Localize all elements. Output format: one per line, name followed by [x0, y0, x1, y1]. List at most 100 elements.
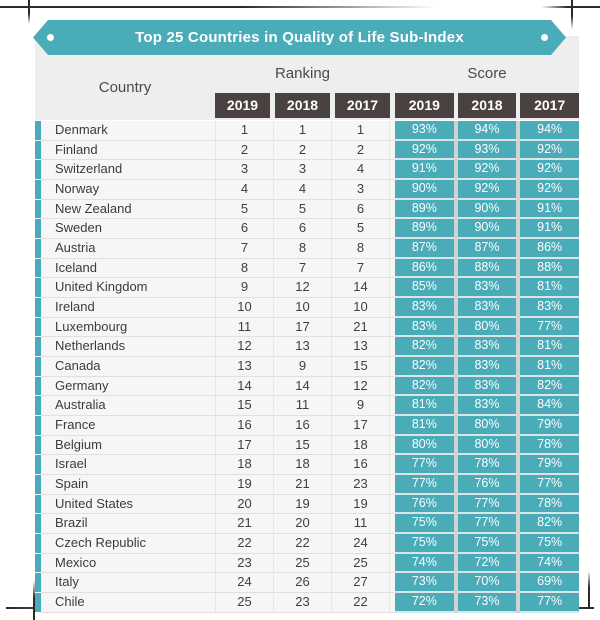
rank-cell: 8	[332, 239, 390, 258]
score-cells: 72% 73% 77%	[395, 593, 580, 613]
score-cell: 81%	[395, 396, 454, 417]
score-cell: 75%	[457, 534, 517, 554]
ranking-cells: 19 21 23	[215, 475, 390, 495]
score-cell: 78%	[520, 435, 580, 456]
rank-cell: 26	[274, 573, 332, 593]
country-cell: Finland	[41, 140, 215, 161]
row-accent-bar	[35, 514, 41, 535]
country-cell: New Zealand	[41, 199, 215, 220]
score-cell: 79%	[520, 416, 580, 436]
score-cell: 83%	[457, 278, 517, 299]
rank-cell: 16	[216, 416, 274, 435]
rank-cell: 13	[332, 337, 390, 357]
score-cell: 75%	[395, 514, 454, 535]
score-cell: 78%	[520, 494, 580, 515]
score-cell: 83%	[457, 396, 517, 417]
table-row: Australia 15 11 9 81% 83% 84%	[35, 396, 580, 417]
score-cell: 91%	[395, 160, 454, 181]
score-cell: 90%	[457, 219, 517, 240]
rank-cell: 9	[274, 357, 332, 376]
ranking-cells: 12 13 13	[215, 337, 390, 358]
ranking-cells: 20 19 19	[215, 494, 390, 515]
score-cell: 87%	[395, 239, 454, 259]
score-cell: 80%	[395, 435, 454, 456]
rank-cell: 12	[332, 376, 390, 396]
country-cell: Italy	[41, 573, 215, 594]
rank-cell: 18	[216, 455, 274, 475]
score-cell: 81%	[520, 278, 580, 299]
rank-cell: 16	[332, 455, 390, 475]
rank-cell: 17	[332, 416, 390, 435]
rank-cell: 21	[274, 475, 332, 494]
year-header-cell: 2019	[395, 93, 454, 118]
rank-cell: 2	[216, 140, 274, 160]
rank-cell: 13	[274, 337, 332, 357]
table-row: New Zealand 5 5 6 89% 90% 91%	[35, 199, 580, 220]
score-cell: 75%	[395, 534, 454, 554]
rank-cell: 25	[274, 553, 332, 573]
rank-score-spacer	[390, 494, 395, 515]
rank-score-spacer	[390, 396, 395, 417]
rank-score-spacer	[390, 534, 395, 554]
rank-score-spacer	[390, 219, 395, 240]
table-row: Chile 25 23 22 72% 73% 77%	[35, 593, 580, 613]
rank-cell: 19	[332, 494, 390, 514]
score-cell: 70%	[457, 573, 517, 594]
rank-score-spacer	[390, 573, 395, 594]
score-cell: 83%	[395, 317, 454, 338]
rank-cell: 8	[274, 239, 332, 258]
country-cell: Australia	[41, 396, 215, 417]
year-header-cell: 2018	[457, 93, 517, 118]
score-cells: 87% 87% 86%	[395, 239, 580, 259]
rank-score-spacer	[390, 593, 395, 613]
rank-cell: 2	[274, 140, 332, 160]
table-row: Iceland 8 7 7 86% 88% 88%	[35, 258, 580, 279]
rank-cell: 25	[332, 553, 390, 573]
score-cell: 77%	[520, 593, 580, 613]
score-cell: 92%	[520, 160, 580, 181]
rank-cell: 5	[216, 199, 274, 219]
country-cell: Denmark	[41, 121, 215, 141]
score-cell: 94%	[520, 121, 580, 141]
score-cell: 72%	[395, 593, 454, 613]
rank-cell: 12	[216, 337, 274, 357]
table-row: United States 20 19 19 76% 77% 78%	[35, 494, 580, 515]
rank-cell: 7	[274, 258, 332, 278]
score-cells: 86% 88% 88%	[395, 258, 580, 279]
score-cells: 74% 72% 74%	[395, 553, 580, 574]
rank-cell: 20	[216, 494, 274, 514]
ranking-cells: 16 16 17	[215, 416, 390, 436]
score-cell: 92%	[520, 140, 580, 161]
rank-score-spacer	[390, 435, 395, 456]
score-cell: 77%	[520, 475, 580, 495]
table-row: Switzerland 3 3 4 91% 92% 92%	[35, 160, 580, 181]
table-row: Ireland 10 10 10 83% 83% 83%	[35, 298, 580, 318]
country-cell: Chile	[41, 593, 215, 613]
row-accent-bar	[35, 416, 41, 436]
rank-cell: 1	[216, 121, 274, 140]
table-row: Israel 18 18 16 77% 78% 79%	[35, 455, 580, 476]
country-cell: United Kingdom	[41, 278, 215, 299]
rank-cell: 7	[216, 239, 274, 258]
score-cell: 90%	[457, 199, 517, 220]
score-cells: 83% 83% 83%	[395, 298, 580, 318]
country-cell: Netherlands	[41, 337, 215, 358]
country-cell: Czech Republic	[41, 534, 215, 554]
rank-cell: 16	[274, 416, 332, 435]
score-cells: 73% 70% 69%	[395, 573, 580, 594]
rank-score-spacer	[390, 199, 395, 220]
rank-cell: 11	[216, 317, 274, 337]
rank-cell: 4	[274, 180, 332, 199]
rank-cell: 11	[274, 396, 332, 416]
rank-cell: 11	[332, 514, 390, 534]
rank-cell: 15	[332, 357, 390, 376]
title-ribbon: Top 25 Countries in Quality of Life Sub-…	[33, 20, 566, 55]
score-cell: 74%	[395, 553, 454, 574]
rank-cell: 25	[216, 593, 274, 612]
rank-cell: 4	[332, 160, 390, 180]
row-accent-bar	[35, 593, 41, 613]
score-cell: 76%	[395, 494, 454, 515]
frame-tick-bottom-right	[588, 571, 590, 608]
score-cell: 81%	[520, 337, 580, 358]
